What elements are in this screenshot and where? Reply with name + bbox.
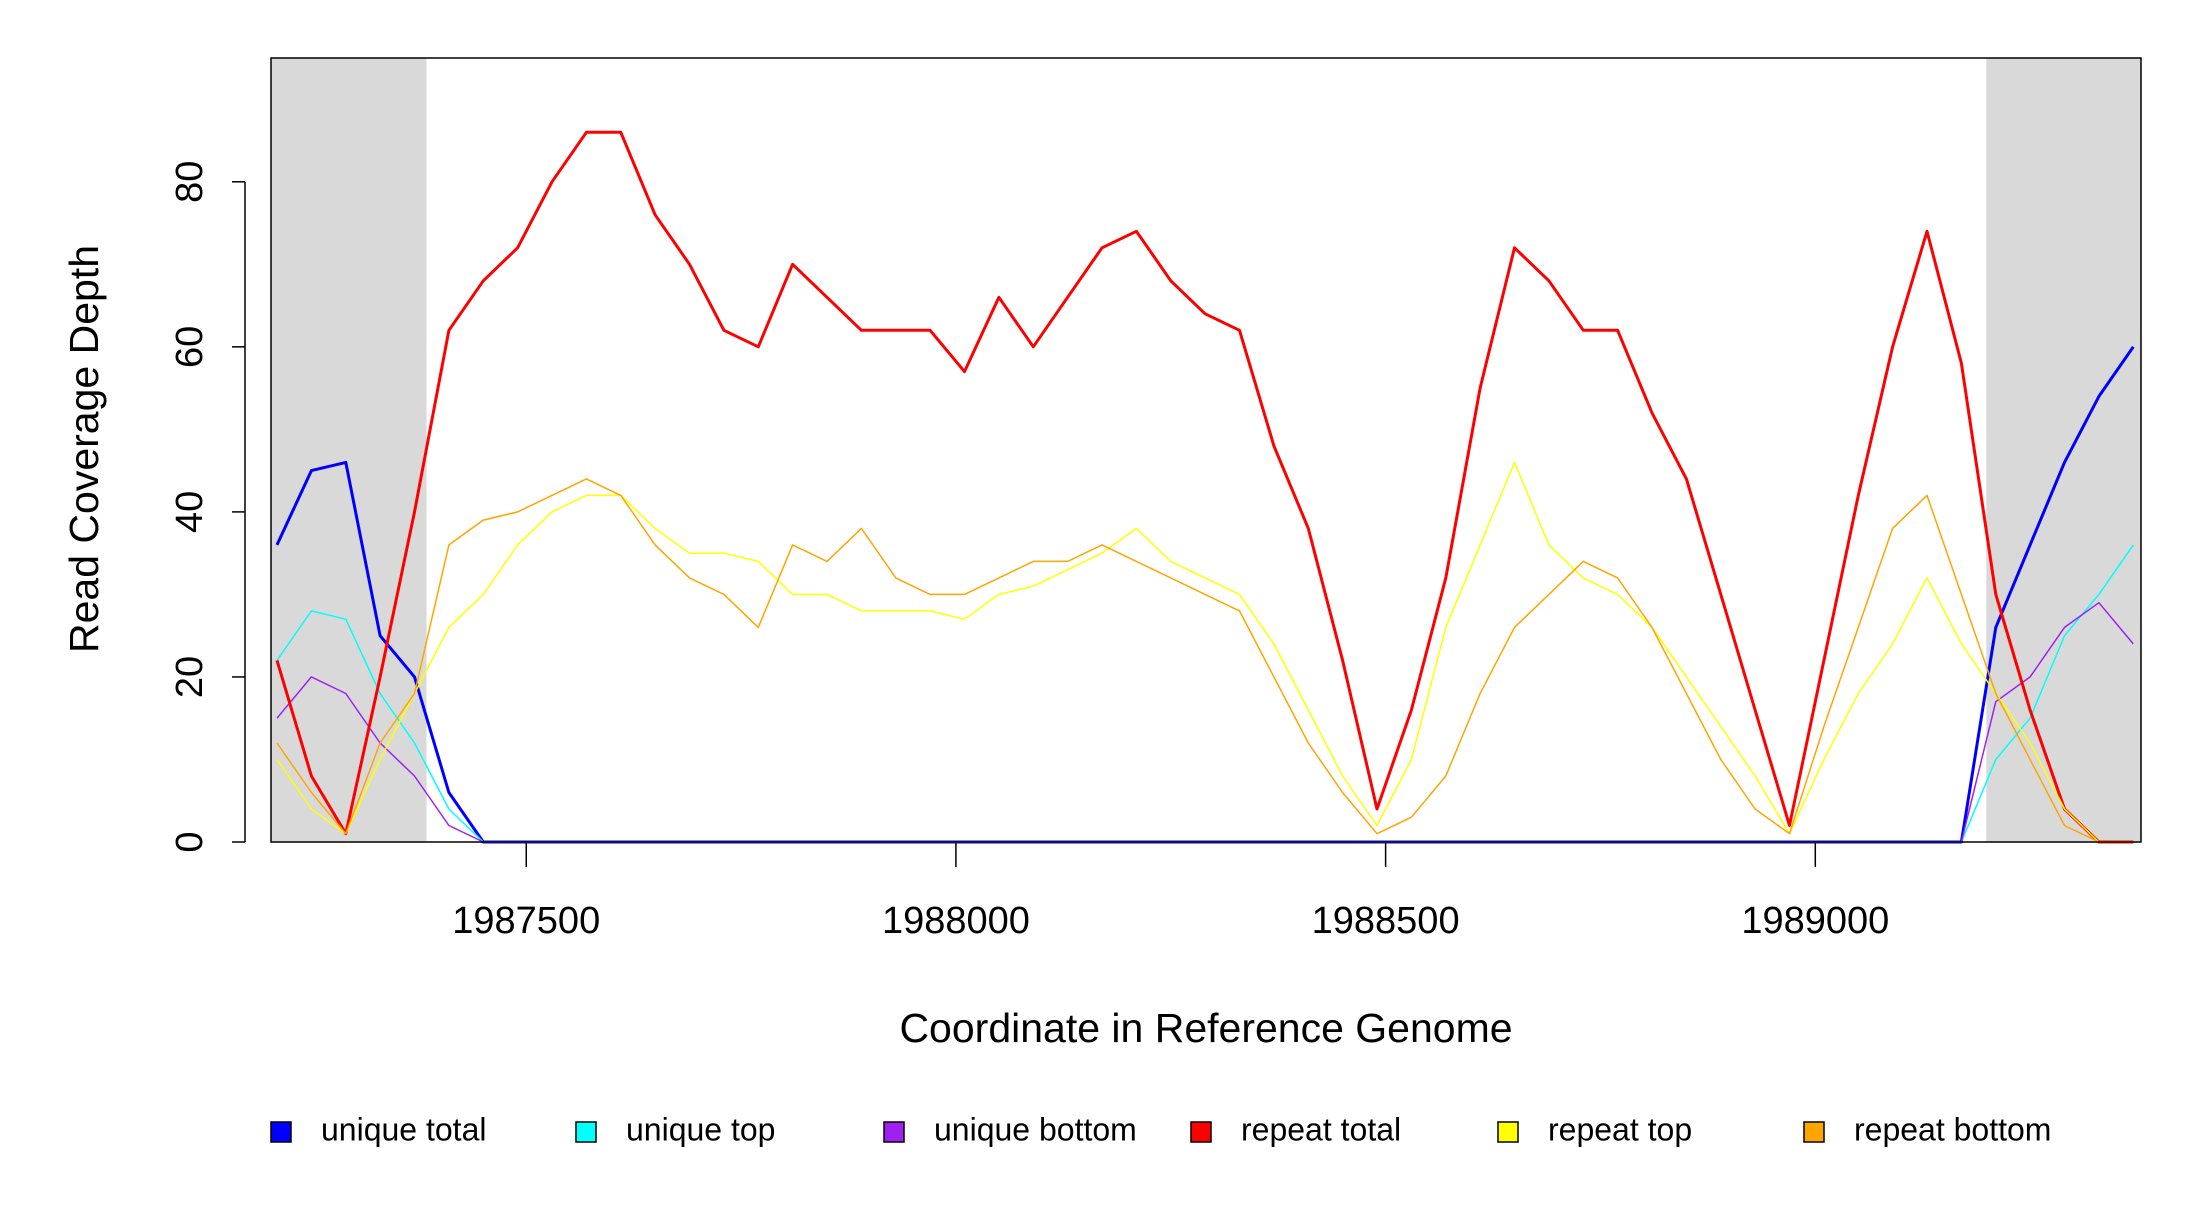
y-tick-label: 0 xyxy=(169,831,211,852)
legend-label: unique top xyxy=(626,1111,775,1147)
legend-swatch xyxy=(1497,1121,1519,1143)
legend-swatch xyxy=(575,1121,597,1143)
legend-label: repeat bottom xyxy=(1854,1111,2051,1147)
y-tick-label: 60 xyxy=(169,326,211,368)
y-tick-label: 80 xyxy=(169,161,211,203)
legend-swatch xyxy=(883,1121,905,1143)
legend-label: repeat total xyxy=(1241,1111,1401,1147)
legend-label: unique total xyxy=(321,1111,486,1147)
y-tick-label: 40 xyxy=(169,491,211,533)
series-line xyxy=(276,478,2134,843)
legend-label: unique bottom xyxy=(934,1111,1137,1147)
x-tick-label: 1988000 xyxy=(882,900,1030,942)
x-tick-label: 1989000 xyxy=(1741,900,1889,942)
x-tick-label: 1988500 xyxy=(1312,900,1460,942)
series-line xyxy=(276,544,2134,843)
legend-swatch xyxy=(270,1121,292,1143)
legend-swatch xyxy=(1803,1121,1825,1143)
x-axis-title: Coordinate in Reference Genome xyxy=(899,1005,1512,1051)
shaded-region xyxy=(271,58,427,842)
x-tick-label: 1987500 xyxy=(452,900,600,942)
shaded-region xyxy=(1986,58,2141,842)
series-line xyxy=(275,130,2134,844)
y-axis-title: Read Coverage Depth xyxy=(61,245,107,653)
series-line xyxy=(276,461,2134,843)
legend-label: repeat top xyxy=(1548,1111,1692,1147)
legend-swatch xyxy=(1190,1121,1212,1143)
y-tick-label: 20 xyxy=(169,656,211,698)
plot-frame xyxy=(270,57,2142,843)
